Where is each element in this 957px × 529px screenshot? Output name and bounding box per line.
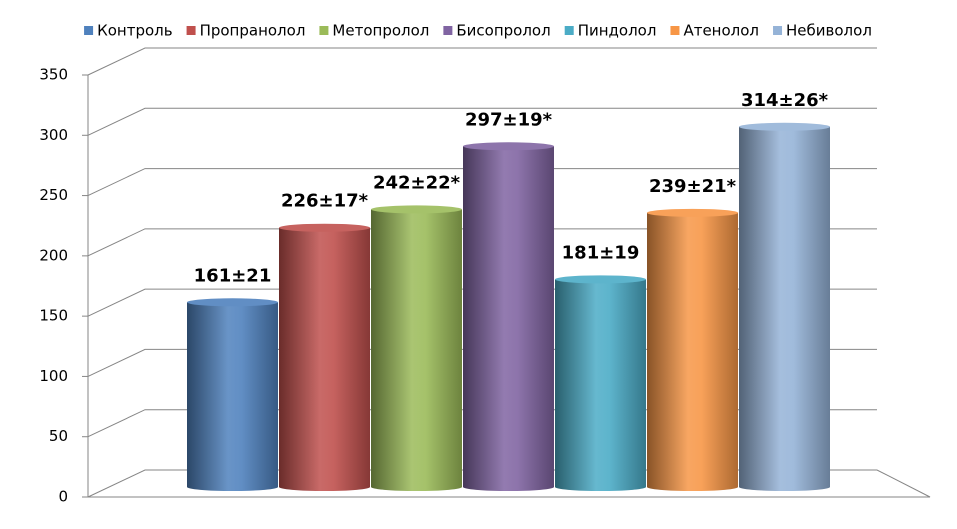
- legend-label: Небиволол: [786, 22, 872, 40]
- bar-top: [463, 142, 554, 151]
- bar-top: [739, 122, 830, 131]
- value-label: 161±21: [194, 265, 272, 286]
- value-label: 242±22*: [373, 172, 461, 193]
- legend-swatch: [443, 26, 453, 35]
- y-tick-label: 350: [39, 66, 68, 84]
- grid-line: [87, 47, 877, 76]
- legend-label: Контроль: [97, 22, 173, 40]
- legend-label: Пиндолол: [578, 22, 657, 40]
- y-tick-label: 100: [39, 367, 68, 385]
- bar: [187, 302, 278, 487]
- legend-swatch: [186, 26, 196, 35]
- value-label: 297±19*: [465, 109, 553, 130]
- legend-label: Метопролол: [332, 22, 429, 40]
- y-tick-label: 200: [39, 246, 68, 264]
- bar: [739, 126, 830, 487]
- grid-line: [87, 107, 877, 136]
- legend-label: Атенолол: [683, 22, 759, 40]
- value-label: 226±17*: [281, 191, 369, 212]
- bar: [463, 146, 554, 487]
- bar-top: [647, 208, 738, 217]
- bar: [555, 279, 646, 487]
- bar-top: [279, 223, 370, 232]
- grid-line: [87, 228, 877, 257]
- bar: [371, 209, 462, 488]
- value-label: 239±21*: [649, 176, 737, 197]
- bar: [647, 212, 738, 487]
- axes: [87, 75, 931, 498]
- grid-line: [87, 168, 877, 197]
- value-label: 314±26*: [741, 90, 829, 111]
- bar: [279, 227, 370, 487]
- y-tick-label: 250: [39, 186, 68, 204]
- floor: [87, 469, 931, 498]
- y-tick-label: 50: [49, 427, 68, 445]
- y-tick-label: 0: [58, 488, 68, 506]
- y-tick-label: 150: [39, 307, 68, 325]
- legend-swatch: [670, 26, 680, 35]
- legend-swatch: [773, 26, 783, 35]
- legend-swatch: [319, 26, 329, 35]
- bar-top: [555, 275, 646, 284]
- legend-label: Бисопролол: [456, 22, 550, 40]
- bar-top: [187, 298, 278, 307]
- legend-swatch: [564, 26, 574, 35]
- legend-label: Пропранолол: [200, 22, 306, 40]
- bar-top: [371, 205, 462, 214]
- y-tick-label: 300: [39, 126, 68, 144]
- legend-swatch: [84, 26, 94, 35]
- value-label: 181±19: [562, 242, 640, 263]
